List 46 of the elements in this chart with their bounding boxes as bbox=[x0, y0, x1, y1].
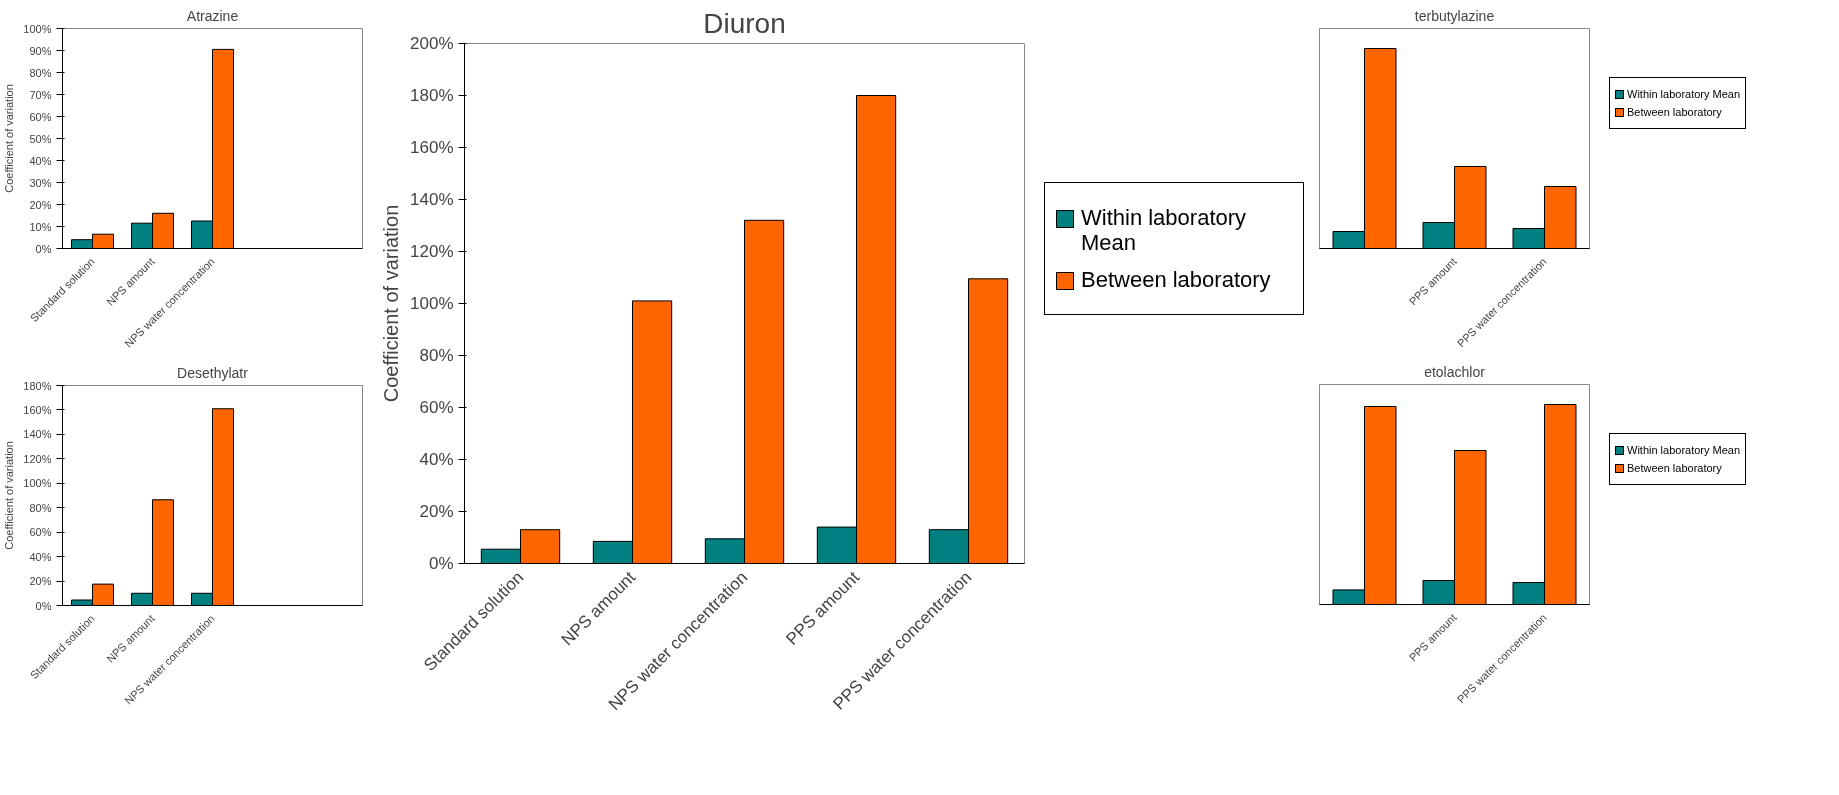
legend-label: Within laboratory Mean bbox=[1627, 444, 1741, 457]
y-tick-label: 120% bbox=[23, 452, 52, 465]
y-tick-label: 140% bbox=[410, 190, 454, 209]
y-tick-label: 0% bbox=[35, 242, 52, 255]
y-tick-label: 20% bbox=[29, 198, 52, 211]
chart-title: Atrazine bbox=[186, 7, 239, 24]
y-tick-label: 120% bbox=[410, 242, 454, 261]
y-tick-label: 160% bbox=[410, 138, 454, 157]
y-tick-label: 60% bbox=[29, 526, 52, 539]
y-tick-label: 30% bbox=[29, 176, 52, 189]
y-tick-label: 100% bbox=[23, 477, 52, 490]
legend-label: Between laboratory bbox=[1627, 461, 1722, 475]
y-tick-label: 90% bbox=[29, 44, 52, 57]
y-tick-label: 40% bbox=[29, 154, 52, 167]
legend-label: Between laboratory bbox=[1627, 105, 1722, 119]
y-axis-title: Coefficient of variation bbox=[380, 204, 403, 403]
legend-label: Within laboratory Mean bbox=[1081, 205, 1248, 256]
y-tick-label: 50% bbox=[29, 132, 52, 145]
legend-label: Within laboratory Mean bbox=[1627, 88, 1741, 101]
chart-title: Desethylatr bbox=[177, 364, 249, 381]
y-tick-label: 180% bbox=[23, 379, 52, 392]
chart-title: etolachlor bbox=[1424, 363, 1486, 380]
y-tick-label: 160% bbox=[23, 403, 52, 416]
y-tick-label: 40% bbox=[419, 450, 454, 469]
y-tick-label: 80% bbox=[29, 501, 52, 514]
y-tick-label: 0% bbox=[428, 554, 454, 573]
y-tick-label: 60% bbox=[419, 398, 454, 417]
y-tick-label: 20% bbox=[419, 502, 454, 521]
y-tick-label: 40% bbox=[29, 550, 52, 563]
legend-label: Between laboratory bbox=[1081, 266, 1271, 292]
y-tick-label: 70% bbox=[29, 88, 52, 101]
y-tick-label: 80% bbox=[29, 66, 52, 79]
y-tick-label: 0% bbox=[35, 599, 52, 612]
y-axis-title: Coefficient of variation bbox=[3, 441, 16, 550]
y-tick-label: 20% bbox=[29, 575, 52, 588]
y-tick-label: 100% bbox=[410, 294, 454, 313]
y-tick-label: 140% bbox=[23, 428, 52, 441]
y-tick-label: 60% bbox=[29, 110, 52, 123]
y-axis-title: Coefficient of variation bbox=[3, 84, 16, 193]
y-tick-label: 200% bbox=[410, 34, 454, 53]
y-tick-label: 100% bbox=[23, 22, 52, 35]
chart-title: terbutylazine bbox=[1414, 7, 1495, 24]
y-tick-label: 80% bbox=[419, 346, 454, 365]
y-tick-label: 180% bbox=[410, 86, 454, 105]
y-tick-label: 10% bbox=[29, 220, 52, 233]
chart-title: Diuron bbox=[703, 7, 786, 39]
